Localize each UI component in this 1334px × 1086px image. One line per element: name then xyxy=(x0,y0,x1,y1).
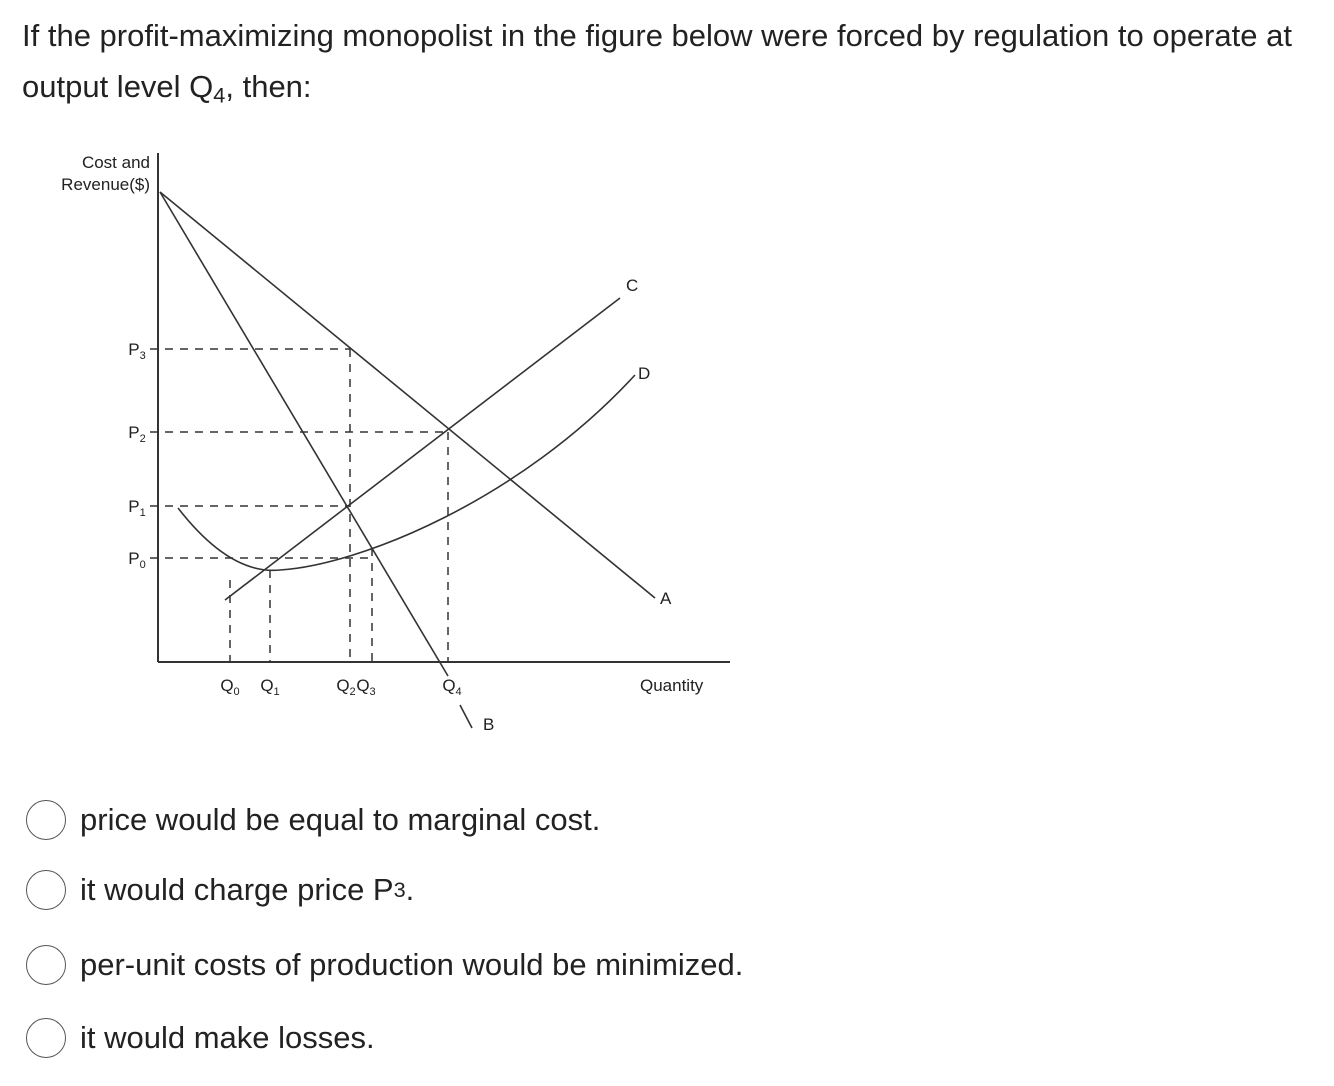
curves xyxy=(159,191,656,729)
option-text: it would make losses. xyxy=(80,1020,375,1055)
price-label-subscript: 0 xyxy=(140,559,146,571)
quantity-label-letter: Q xyxy=(356,676,369,695)
radio-button[interactable] xyxy=(26,1018,66,1058)
option-text: price would be equal to marginal cost. xyxy=(80,802,601,837)
y-axis-label: Cost and xyxy=(82,153,150,172)
x-axis-label: Quantity xyxy=(640,676,704,695)
quantity-label: Q0 xyxy=(220,676,239,698)
curve-pointer xyxy=(459,704,473,729)
axes xyxy=(157,153,730,663)
price-label-subscript: 3 xyxy=(140,350,146,362)
price-label: P0 xyxy=(128,549,145,571)
average-cost-curve xyxy=(177,374,636,572)
option-text: per-unit costs of production would be mi… xyxy=(80,947,744,982)
option-text: it would charge price P xyxy=(80,872,394,907)
price-label-letter: P xyxy=(128,549,139,568)
quantity-label-subscript: 3 xyxy=(370,686,376,698)
option-text: . xyxy=(405,872,415,907)
option[interactable]: price would be equal to marginal cost. xyxy=(26,800,600,840)
price-label-subscript: 1 xyxy=(140,507,146,519)
quantity-label-letter: Q xyxy=(442,676,455,695)
price-label-letter: P xyxy=(128,423,139,442)
price-label-subscript: 2 xyxy=(140,433,146,445)
question-text: , then: xyxy=(225,69,312,104)
guides xyxy=(165,348,449,662)
price-label: P1 xyxy=(128,497,145,519)
quantity-label-letter: Q xyxy=(260,676,273,695)
price-label-letter: P xyxy=(128,340,139,359)
marginal-revenue-curve xyxy=(159,191,449,677)
radio-button[interactable] xyxy=(26,870,66,910)
question-text: If the profit-maximizing monopolist in t… xyxy=(22,18,1292,104)
quantity-label-letter: Q xyxy=(220,676,233,695)
demand-curve xyxy=(159,191,656,599)
quantity-label-letter: Q xyxy=(336,676,349,695)
question-subscript: 4 xyxy=(213,82,226,108)
curve-label: C xyxy=(626,276,638,295)
quantity-label: Q2 xyxy=(336,676,355,698)
y-ticks xyxy=(150,348,158,559)
quantity-label-subscript: 1 xyxy=(274,686,280,698)
option[interactable]: it would make losses. xyxy=(26,1018,375,1058)
radio-button[interactable] xyxy=(26,800,66,840)
curve-label: B xyxy=(483,715,494,734)
question: If the profit-maximizing monopolist in t… xyxy=(22,10,1312,112)
quantity-label-subscript: 2 xyxy=(350,686,356,698)
quantity-label-subscript: 0 xyxy=(234,686,240,698)
quantity-label: Q3 xyxy=(356,676,375,698)
curve-label: A xyxy=(660,589,672,608)
price-label-letter: P xyxy=(128,497,139,516)
y-axis-label: Revenue($) xyxy=(61,175,150,194)
radio-button[interactable] xyxy=(26,945,66,985)
option[interactable]: per-unit costs of production would be mi… xyxy=(26,945,743,985)
quantity-label: Q4 xyxy=(442,676,461,698)
marginal-cost-curve xyxy=(224,297,621,601)
price-label: P3 xyxy=(128,340,145,362)
quantity-label-subscript: 4 xyxy=(456,686,462,698)
price-label: P2 xyxy=(128,423,145,445)
curve-label: D xyxy=(638,364,650,383)
quantity-label: Q1 xyxy=(260,676,279,698)
